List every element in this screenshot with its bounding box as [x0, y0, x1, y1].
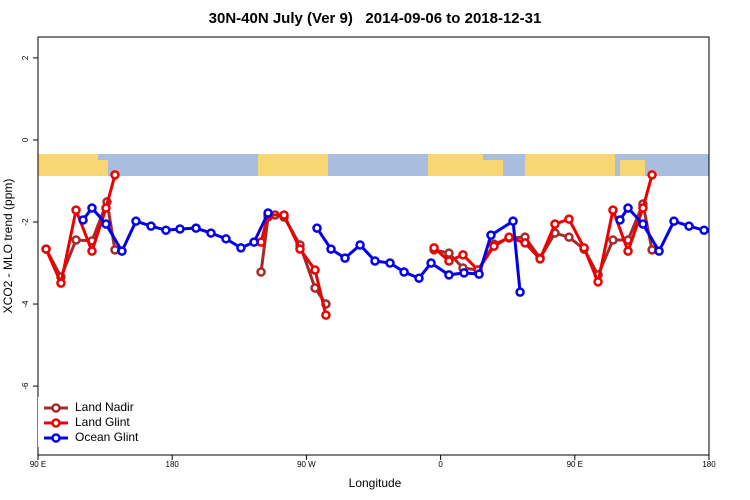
y-tick-label: -2 [21, 218, 30, 226]
data-point [221, 234, 231, 244]
series-line [44, 174, 654, 316]
data-point [623, 246, 633, 256]
data-point [355, 240, 365, 250]
data-point [370, 256, 380, 266]
data-point [564, 232, 574, 242]
x-tick-label: 0 [438, 460, 443, 469]
legend-label: Land Glint [75, 415, 130, 429]
data-point [638, 219, 648, 229]
x-tick-label: 180 [166, 460, 180, 469]
data-point [236, 243, 246, 253]
x-tick-label: 180 [702, 460, 716, 469]
data-point [146, 221, 156, 231]
data-point [508, 216, 518, 226]
chart-title: 30N-40N July (Ver 9) 2014-09-06 to 2018-… [209, 10, 542, 27]
data-point [535, 254, 545, 264]
data-point [263, 208, 273, 218]
data-point [249, 237, 259, 247]
data-point [684, 221, 694, 231]
y-tick-label: -4 [21, 300, 30, 308]
data-point [131, 216, 141, 226]
map-strip [38, 154, 709, 176]
legend-marker [51, 403, 61, 413]
data-point [564, 214, 574, 224]
legend-marker [51, 418, 61, 428]
data-point [515, 287, 525, 297]
x-tick-label: 90 E [30, 460, 46, 469]
data-point [608, 205, 618, 215]
data-point [623, 203, 633, 213]
y-tick-label: 2 [21, 55, 30, 60]
data-point [56, 278, 66, 288]
data-point [444, 270, 454, 280]
data-point [101, 203, 111, 213]
data-point [414, 273, 424, 283]
data-point [444, 248, 454, 258]
data-point [458, 250, 468, 260]
data-point [429, 243, 439, 253]
data-point [71, 205, 81, 215]
y-tick-label: 0 [21, 137, 30, 142]
data-point [593, 277, 603, 287]
data-point [504, 232, 514, 242]
data-point [426, 258, 436, 268]
data-point [117, 246, 127, 256]
data-point [175, 224, 185, 234]
x-tick-label: 90 W [297, 460, 316, 469]
data-point [101, 219, 111, 229]
y-tick-label: -6 [21, 382, 30, 390]
legend-marker [51, 433, 61, 443]
data-point [340, 253, 350, 263]
data-point [87, 203, 97, 213]
data-point [312, 223, 322, 233]
data-point [399, 267, 409, 277]
data-point [520, 238, 530, 248]
data-point [71, 235, 81, 245]
data-point [459, 268, 469, 278]
data-point [295, 244, 305, 254]
data-point [669, 216, 679, 226]
data-point [191, 223, 201, 233]
data-point [78, 215, 88, 225]
data-point [486, 230, 496, 240]
legend-label: Land Nadir [75, 400, 134, 414]
x-tick-label: 90 E [567, 460, 583, 469]
data-point [385, 258, 395, 268]
data-point [579, 243, 589, 253]
data-point [699, 225, 709, 235]
data-point [444, 256, 454, 266]
data-point [615, 215, 625, 225]
data-point [310, 265, 320, 275]
data-point [608, 235, 618, 245]
legend-label: Ocean Glint [75, 430, 139, 444]
data-point [647, 170, 657, 180]
data-point [256, 267, 266, 277]
data-point [638, 203, 648, 213]
data-point [41, 244, 51, 254]
data-point [550, 219, 560, 229]
y-axis-label: XCO2 - MLO trend (ppm) [1, 179, 15, 314]
data-point [474, 269, 484, 279]
plot-frame [37, 36, 710, 456]
data-point [161, 225, 171, 235]
data-point [87, 246, 97, 256]
data-point [206, 228, 216, 238]
data-point [110, 170, 120, 180]
data-point [326, 244, 336, 254]
data-point [654, 246, 664, 256]
data-point [279, 210, 289, 220]
data-point [489, 241, 499, 251]
data-point [321, 310, 331, 320]
x-axis-label: Longitude [349, 476, 402, 490]
